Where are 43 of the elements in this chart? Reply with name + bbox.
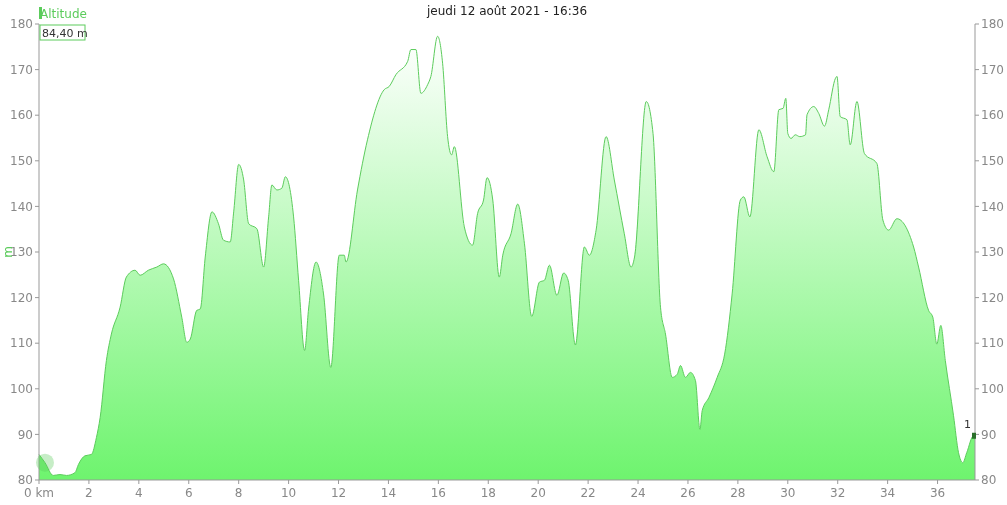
x-tick-label: 2	[85, 486, 93, 500]
x-tick-label: 20	[530, 486, 546, 500]
annotation: 1	[964, 417, 971, 431]
x-tick-label: 18	[480, 486, 496, 500]
y-tick-label: 150	[10, 154, 33, 168]
annotation: 84,40 m	[42, 27, 88, 40]
chart-title: jeudi 12 août 2021 - 16:36	[425, 4, 588, 18]
x-tick-label: 0 km	[23, 486, 55, 500]
x-tick-label: 28	[730, 486, 746, 500]
x-tick-label: 32	[830, 486, 846, 500]
x-tick-label: 6	[184, 486, 193, 500]
y-tick-label: 80	[17, 473, 33, 488]
y2-tick-label: 120	[981, 290, 1004, 305]
y-tick-label: 140	[10, 199, 33, 214]
y2-tick-label: 100	[981, 382, 1004, 396]
y2-tick-label: 140	[981, 199, 1004, 214]
x-tick-label: 14	[380, 486, 397, 500]
x-tick-label: 26	[680, 486, 696, 500]
x-tick-label: 10	[280, 486, 297, 500]
y2-tick-label: 170	[981, 62, 1004, 77]
x-tick-label: 30	[780, 486, 796, 500]
y2-tick-label: 130	[981, 245, 1004, 260]
x-tick-label: 22	[580, 486, 596, 500]
y-tick-label: 160	[10, 108, 33, 123]
x-tick-label: 24	[630, 486, 646, 500]
y2-tick-label: 150	[981, 154, 1004, 168]
y-tick-label: 110	[10, 336, 33, 351]
y-tick-label: 100	[10, 382, 33, 396]
x-tick-label: 36	[929, 486, 946, 500]
y2-tick-label: 180	[981, 17, 1004, 32]
x-tick-label: 12	[330, 486, 347, 500]
y2-tick-label: 110	[981, 336, 1004, 351]
y2-tick-label: 80	[981, 473, 997, 488]
y2-tick-label: 160	[981, 108, 1004, 123]
x-tick-label: 34	[880, 486, 896, 500]
y-tick-label: 120	[10, 290, 33, 305]
x-tick-label: 8	[234, 486, 243, 500]
y2-tick-label: 90	[981, 427, 997, 442]
x-tick-label: 16	[430, 486, 446, 500]
y-tick-label: 180	[10, 17, 33, 32]
y-tick-label: 170	[10, 62, 33, 77]
x-tick-label: 4	[135, 486, 143, 500]
y-tick-label: 90	[17, 427, 33, 442]
